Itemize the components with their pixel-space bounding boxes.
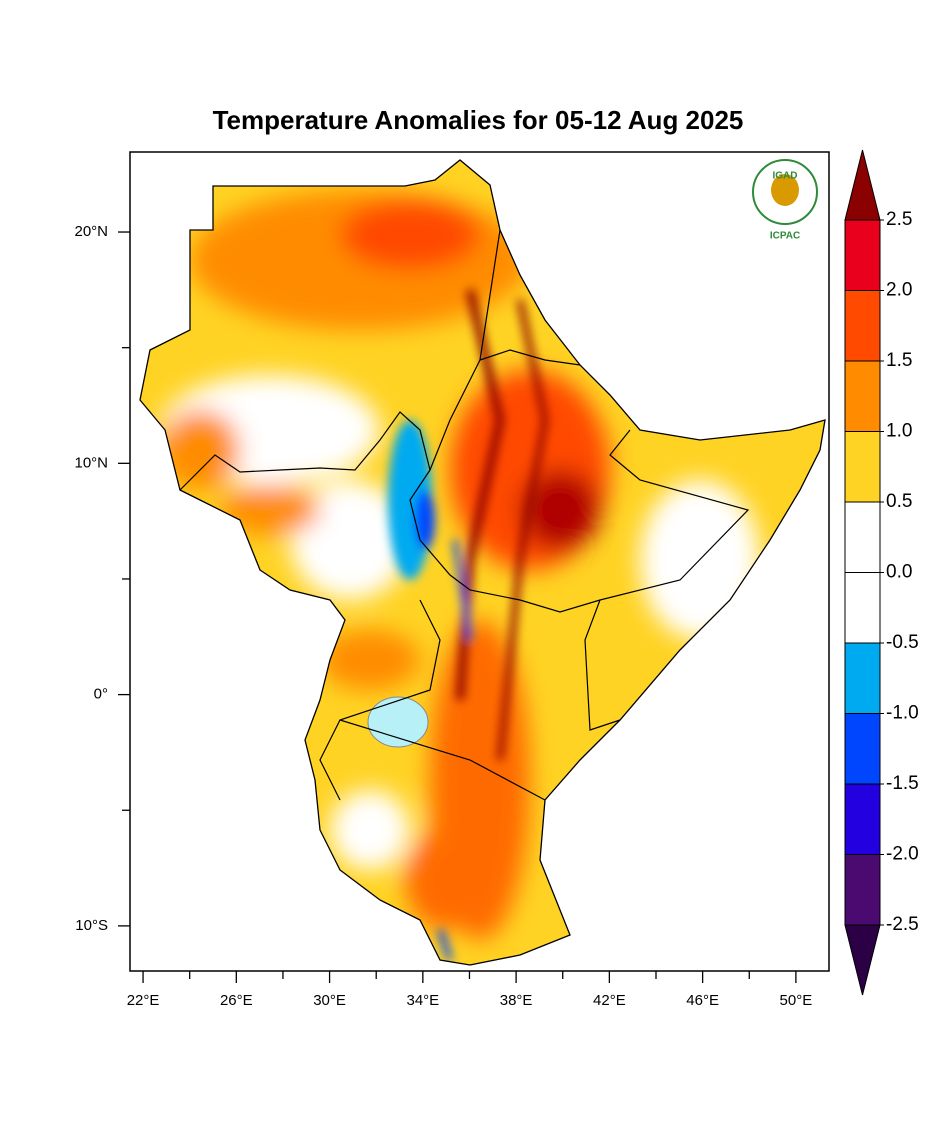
lon-tick-label: 30°E: [313, 992, 346, 1009]
colorbar-label: 2.5: [886, 209, 912, 230]
lon-tick-label: 22°E: [127, 992, 160, 1009]
colorbar-extend-low: [844, 924, 881, 996]
colorbar-label: -1.5: [886, 773, 919, 794]
colorbar-box: [844, 783, 881, 855]
colorbar-extend-high: [844, 149, 881, 221]
lon-tick-label: 34°E: [406, 992, 439, 1009]
colorbar-label: 2.0: [886, 280, 912, 301]
colorbar-label: 0.5: [886, 491, 912, 512]
colorbar-box: [844, 501, 881, 573]
colorbar-box: [844, 290, 881, 362]
logo-org: ICPAC: [770, 231, 800, 242]
colorbar-label: 1.0: [886, 421, 912, 442]
colorbar-box: [844, 854, 881, 926]
logo-name: IGAD: [773, 171, 798, 182]
lat-tick-label: 10°S: [75, 917, 108, 934]
colorbar-box: [844, 219, 881, 291]
colorbar-label: -2.0: [886, 844, 919, 865]
colorbar-box: [844, 572, 881, 644]
colorbar-box: [844, 713, 881, 785]
colorbar-label: -1.0: [886, 703, 919, 724]
lon-tick-label: 26°E: [220, 992, 253, 1009]
map-title: Temperature Anomalies for 05-12 Aug 2025: [213, 105, 744, 135]
lon-tick-label: 46°E: [686, 992, 719, 1009]
colorbar-label: 0.0: [886, 562, 912, 583]
colorbar-label: 1.5: [886, 350, 912, 371]
colorbar-box: [844, 642, 881, 714]
lon-tick-label: 50°E: [780, 992, 813, 1009]
colorbar-box: [844, 431, 881, 503]
lat-tick-label: 0°: [94, 686, 108, 703]
colorbar-box: [844, 360, 881, 432]
lat-tick-label: 20°N: [74, 223, 108, 240]
logo: IGAD ICPAC: [752, 159, 818, 242]
lon-tick-label: 42°E: [593, 992, 626, 1009]
lon-tick-label: 38°E: [500, 992, 533, 1009]
borders: [179, 229, 750, 801]
colorbar-label: -2.5: [886, 914, 919, 935]
colorbar-label: -0.5: [886, 632, 919, 653]
lat-tick-label: 10°N: [74, 454, 108, 471]
